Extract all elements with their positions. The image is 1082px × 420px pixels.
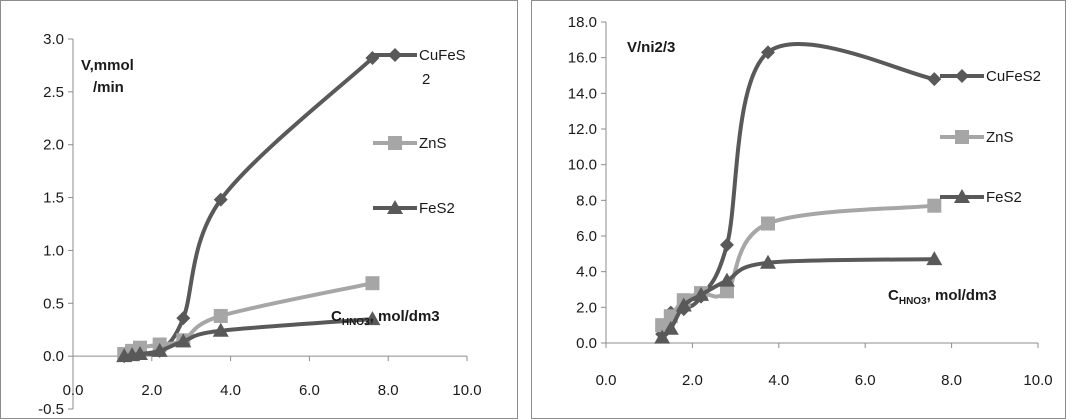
data-point-zns bbox=[761, 216, 775, 231]
data-point-fes2 bbox=[662, 320, 679, 335]
data-point-fes2 bbox=[212, 322, 229, 337]
legend-marker-cufes2 bbox=[388, 48, 402, 62]
y-tick-label: 10.0 bbox=[568, 157, 597, 174]
y-axis-title: V,mmol bbox=[81, 57, 134, 74]
legend-label-fes2: FeS2 bbox=[419, 200, 455, 217]
x-tick-label: 2.0 bbox=[682, 372, 703, 389]
y-tick-label: 14.0 bbox=[568, 85, 597, 102]
x-tick-label: 6.0 bbox=[299, 382, 320, 399]
data-point-fes2 bbox=[718, 272, 735, 287]
x-tick-label: 2.0 bbox=[141, 382, 162, 399]
chart-panel-right: 0.0 2.0 4.0 6.0 8.0 10.0 12.0 14.0 16.0 18.0 0.0 2.… bbox=[531, 0, 1066, 419]
data-point-fes2 bbox=[654, 329, 671, 344]
data-point-cufes2 bbox=[176, 311, 191, 326]
legend-label-cufes2: CuFeS bbox=[419, 47, 466, 64]
chart-panel-left: -0.5 0.0 0.5 1.0 1.5 2.0 2.5 3.0 0.0 2.0 4.0 6.0 8.0… bbox=[0, 0, 518, 419]
y-tick-label: 2.0 bbox=[576, 299, 597, 316]
chart-right: 0.0 2.0 4.0 6.0 8.0 10.0 12.0 14.0 16.0 18.0 0.0 2.… bbox=[568, 14, 1053, 389]
data-point-fes2 bbox=[364, 311, 381, 326]
x-tick-label: 10.0 bbox=[1023, 372, 1052, 389]
y-tick-label: 0.0 bbox=[43, 348, 64, 365]
legend-label-zns: ZnS bbox=[419, 135, 447, 152]
y-axis-title: V/ni2/3 bbox=[627, 39, 675, 56]
data-point-zns bbox=[719, 284, 734, 299]
y-tick-label: 4.0 bbox=[576, 264, 597, 281]
x-tick-label: 8.0 bbox=[941, 372, 962, 389]
x-tick-label: 0.0 bbox=[596, 372, 617, 389]
data-point-fes2 bbox=[151, 342, 168, 357]
data-point-fes2 bbox=[760, 254, 776, 269]
legend-marker-fes2 bbox=[954, 189, 970, 203]
data-point-fes2 bbox=[131, 346, 148, 361]
x-tick-label: 6.0 bbox=[855, 372, 876, 389]
y-tick-label: 6.0 bbox=[576, 228, 597, 245]
legend-label-cufes2-wrap: 2 bbox=[422, 71, 430, 88]
chart-left: -0.5 0.0 0.5 1.0 1.5 2.0 2.5 3.0 0.0 2.0 4.0 6.0 8.0… bbox=[38, 31, 481, 418]
data-point-fes2 bbox=[175, 333, 192, 348]
data-point-cufes2 bbox=[213, 192, 228, 207]
y-tick-label: 8.0 bbox=[576, 192, 597, 209]
x-tick-label: 4.0 bbox=[768, 372, 789, 389]
x-tick-label: 4.0 bbox=[220, 382, 241, 399]
y-tick-label: 1.5 bbox=[43, 190, 64, 207]
data-point-zns bbox=[213, 308, 228, 323]
data-point-fes2 bbox=[675, 297, 692, 312]
x-tick-label: 8.0 bbox=[378, 382, 399, 399]
data-point-fes2 bbox=[693, 286, 710, 301]
series-line-zns bbox=[660, 203, 937, 328]
data-point-cufes2 bbox=[927, 72, 942, 87]
y-tick-label: 2.0 bbox=[43, 137, 64, 154]
y-tick-label: 0.0 bbox=[576, 335, 597, 352]
legend-marker-cufes2 bbox=[955, 69, 969, 83]
y-tick-label: 0.5 bbox=[43, 295, 64, 312]
x-tick-label: 10.0 bbox=[452, 382, 481, 399]
y-axis-title-line2: /min bbox=[93, 79, 124, 96]
legend-label-cufes2: CuFeS2 bbox=[986, 68, 1041, 85]
y-tick-label: 2.5 bbox=[43, 84, 64, 101]
y-tick-label: -0.5 bbox=[38, 401, 64, 418]
y-tick-label: 1.0 bbox=[43, 242, 64, 259]
y-tick-label: 18.0 bbox=[568, 14, 597, 31]
y-tick-label: 16.0 bbox=[568, 50, 597, 67]
x-axis-title: CHNO3, mol/dm3 bbox=[331, 308, 440, 328]
data-point-cufes2 bbox=[761, 45, 775, 60]
data-point-fes2 bbox=[926, 251, 943, 266]
legend-marker-fes2 bbox=[387, 200, 403, 214]
y-tick-label: 3.0 bbox=[43, 31, 64, 48]
data-point-cufes2 bbox=[719, 237, 734, 252]
data-point-zns bbox=[927, 198, 942, 213]
legend-marker-zns bbox=[388, 136, 402, 150]
y-tick-label: 12.0 bbox=[568, 121, 597, 138]
legend-label-zns: ZnS bbox=[986, 129, 1014, 146]
x-axis-title: CHNO3, mol/dm3 bbox=[888, 287, 997, 307]
data-point-zns bbox=[365, 276, 380, 291]
legend-label-fes2: FeS2 bbox=[986, 189, 1022, 206]
x-tick-label: 0.0 bbox=[63, 382, 84, 399]
legend-marker-zns bbox=[955, 130, 969, 144]
